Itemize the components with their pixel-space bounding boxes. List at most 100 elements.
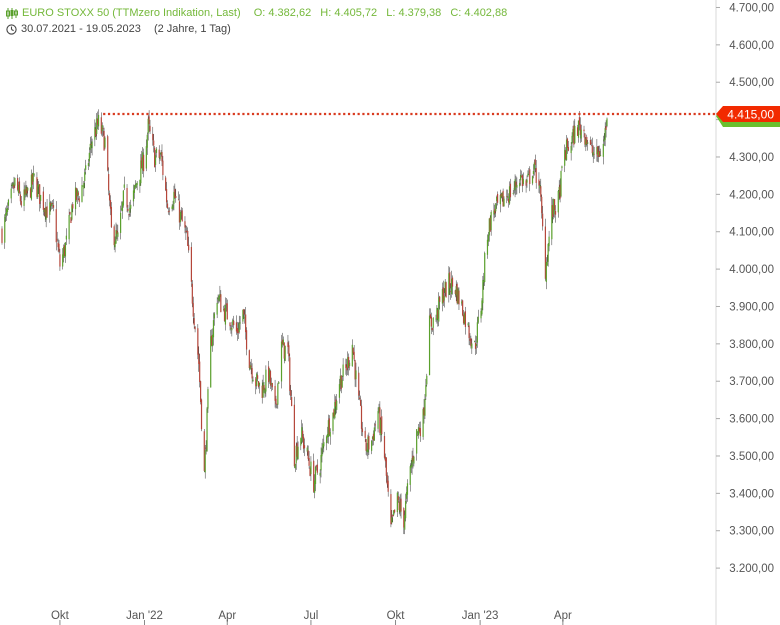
candle <box>179 209 181 227</box>
candle <box>200 380 202 405</box>
candle-body <box>306 447 308 452</box>
candle-body <box>597 146 599 157</box>
candle-body <box>449 272 451 289</box>
candle-body <box>203 431 205 471</box>
candle <box>393 510 395 517</box>
candle <box>354 359 356 387</box>
candle-body <box>158 149 160 158</box>
candle-body <box>110 206 113 228</box>
candle <box>51 200 54 209</box>
candle <box>352 347 354 355</box>
candle <box>204 445 206 479</box>
close-value: C: 4.402,88 <box>450 7 508 19</box>
candle <box>193 313 195 329</box>
candle <box>115 222 117 244</box>
candle <box>534 154 536 173</box>
candle-body <box>489 217 491 232</box>
candle <box>218 294 220 303</box>
candle-body <box>565 139 568 161</box>
candle <box>188 236 190 253</box>
candle <box>180 207 182 220</box>
candle-body <box>526 179 528 183</box>
candle <box>184 216 186 234</box>
candle <box>424 394 426 420</box>
candle <box>65 228 67 246</box>
candle-body <box>578 117 581 125</box>
candle-body <box>303 445 306 449</box>
candle-body <box>522 178 524 184</box>
candle-body <box>486 239 489 255</box>
date-range: 30.07.2021 - 19.05.2023 <box>21 23 141 35</box>
candle-body <box>416 431 419 433</box>
candle-body <box>297 446 299 459</box>
candle <box>496 191 499 206</box>
candle-body <box>142 152 144 171</box>
candle-body <box>598 151 600 156</box>
candle-body <box>315 465 318 467</box>
candle <box>252 376 254 382</box>
candle-body <box>219 294 221 298</box>
candle-body <box>277 384 279 405</box>
candle <box>82 185 84 187</box>
candle-body <box>553 198 555 215</box>
chart-header: EURO STOXX 50 (TTMzero Indikation, Last)… <box>6 7 513 19</box>
candle-body <box>70 217 72 223</box>
candle-body <box>159 156 161 159</box>
candle <box>506 189 508 204</box>
candle <box>323 434 325 453</box>
candle <box>327 414 330 444</box>
clock-icon <box>6 23 17 35</box>
candle-body <box>301 427 303 442</box>
candle-body <box>435 318 437 320</box>
candle-body <box>512 192 514 194</box>
candle <box>161 144 163 167</box>
candle-body <box>52 205 55 208</box>
candle-body <box>59 254 61 267</box>
candle-body <box>514 179 516 191</box>
candle-body <box>560 170 562 197</box>
candle-body <box>471 343 473 349</box>
candle <box>554 205 557 223</box>
candle <box>333 408 335 419</box>
candle <box>20 195 22 208</box>
candle-body <box>378 406 380 412</box>
candle-body <box>129 207 131 213</box>
candle-body <box>101 125 103 132</box>
candle-body <box>257 375 259 379</box>
candle-body <box>165 177 167 191</box>
candle-body <box>501 192 503 198</box>
candle-body <box>313 460 315 492</box>
candle-body <box>236 327 238 334</box>
candle-body <box>10 188 12 199</box>
candle <box>467 321 469 328</box>
candle-body <box>25 186 27 196</box>
low-value: L: 4.379,38 <box>386 7 442 19</box>
candle-body <box>451 278 453 295</box>
candle-body <box>397 496 399 501</box>
candle <box>45 206 47 228</box>
y-axis: 3.200,00 3.300,00 3.400,00 3.500,00 3.600,00… <box>715 0 780 625</box>
candle-body <box>90 143 92 146</box>
candle-body <box>75 188 78 200</box>
candle-body <box>78 198 80 202</box>
candle-body <box>58 243 60 252</box>
candle <box>560 170 562 198</box>
candle-body <box>199 361 201 383</box>
candle-body <box>44 207 46 217</box>
candle-body <box>91 141 93 149</box>
candle-body <box>251 367 253 379</box>
candle-body <box>371 436 374 440</box>
candle-body <box>198 353 200 365</box>
candle-body <box>284 345 286 361</box>
candle <box>187 227 189 247</box>
candle <box>89 136 91 159</box>
candle <box>168 207 170 216</box>
candle <box>463 311 466 325</box>
candle <box>127 204 129 213</box>
candle <box>520 170 523 178</box>
candle <box>419 421 421 442</box>
candle-body <box>387 480 389 492</box>
candle <box>296 436 298 461</box>
candle-body <box>353 351 355 360</box>
